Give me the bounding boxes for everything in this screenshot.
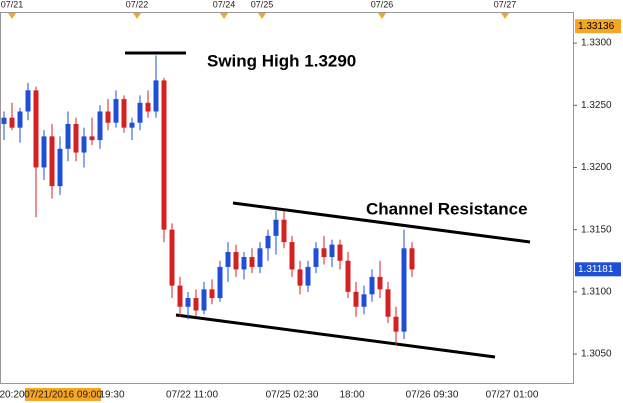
candle-body — [361, 294, 367, 307]
candle-body — [193, 298, 199, 311]
candle-body — [353, 291, 359, 307]
candle-body — [81, 136, 87, 153]
candle-body — [289, 242, 295, 270]
candle-body — [121, 99, 127, 128]
top-date: 07/22 — [126, 0, 149, 9]
top-date: 07/27 — [494, 0, 517, 9]
highlight — [25, 388, 101, 401]
x-tick-label: 19:30 — [99, 390, 124, 401]
candle-body — [185, 298, 191, 307]
candle-body — [329, 244, 335, 258]
candle-body — [129, 122, 135, 128]
candle-body — [217, 266, 223, 299]
candle-body — [113, 99, 119, 123]
candle-body — [49, 136, 55, 187]
candle-body — [25, 90, 31, 112]
plot-frame — [0, 12, 574, 384]
date-marker — [378, 13, 386, 19]
candle-body — [249, 257, 255, 267]
date-marker — [501, 13, 509, 19]
candle-body — [201, 289, 207, 311]
x-tick-label: 20:20 — [0, 390, 25, 401]
candle-body — [281, 219, 287, 243]
x-tick-label: 07/22 11:00 — [166, 390, 219, 401]
candle-body — [65, 123, 71, 149]
candle-body — [57, 148, 63, 187]
candle-body — [145, 102, 151, 112]
candle-body — [153, 80, 159, 112]
candle-body — [177, 285, 183, 307]
y-tick-label: 1.3050 — [581, 349, 612, 360]
candle-body — [265, 235, 271, 249]
top-date: 07/21 — [1, 0, 24, 9]
candle-body — [41, 136, 47, 168]
price-tag-bg — [575, 262, 621, 277]
x-tick-label: 07/25 02:30 — [266, 390, 319, 401]
candle-body — [377, 276, 383, 290]
candle-body — [97, 111, 103, 141]
candle-body — [257, 248, 263, 267]
candle-body — [9, 117, 15, 128]
y-tick-label: 1.3250 — [581, 100, 612, 111]
x-tick-label: 07/27 01:00 — [486, 390, 539, 401]
candle-body — [17, 111, 23, 128]
candle-body — [337, 244, 343, 261]
top-date: 07/25 — [251, 0, 274, 9]
candle-body — [209, 289, 215, 299]
candle-body — [33, 90, 39, 168]
resistance-line — [232, 201, 531, 244]
candle-body — [89, 136, 95, 141]
annotation: Channel Resistance — [366, 199, 528, 218]
candle-body — [169, 229, 175, 286]
candle-body — [105, 111, 111, 123]
price-tag-bg — [575, 19, 621, 34]
support-line — [175, 313, 496, 359]
candle-body — [161, 80, 167, 230]
candle-body — [297, 269, 303, 286]
date-marker — [220, 13, 228, 19]
candle-body — [233, 252, 239, 270]
candle-body — [345, 260, 351, 292]
top-date: 07/26 — [371, 0, 394, 9]
candle-body — [225, 252, 231, 267]
x-tick-label: 07/21/2016 09:00 — [24, 390, 102, 401]
candle-body — [321, 248, 327, 258]
candle-body — [313, 248, 319, 267]
candle-body — [73, 123, 79, 153]
candle-body — [273, 219, 279, 236]
candle-body — [401, 248, 407, 332]
x-tick-label: 07/26 09:30 — [406, 390, 459, 401]
candle-body — [241, 257, 247, 270]
top-date: 07/24 — [213, 0, 236, 9]
y-tick-label: 1.3100 — [581, 286, 612, 297]
candle-body — [385, 289, 391, 317]
candle-body — [409, 248, 415, 270]
y-tick-label: 1.3300 — [581, 38, 612, 49]
x-tick-label: 18:00 — [339, 390, 364, 401]
price-tag: 1.31181 — [578, 264, 614, 275]
candle-body — [1, 117, 7, 124]
y-tick-label: 1.3150 — [581, 224, 612, 235]
date-marker — [133, 13, 141, 19]
annotation: Swing High 1.3290 — [207, 51, 356, 70]
date-marker — [8, 13, 16, 19]
y-tick-label: 1.3200 — [581, 162, 612, 173]
candle-body — [305, 266, 311, 286]
candle-body — [137, 102, 143, 123]
price-tag: 1.33136 — [578, 21, 615, 32]
date-marker — [258, 13, 266, 19]
candle-body — [369, 276, 375, 295]
candle-body — [393, 316, 399, 332]
